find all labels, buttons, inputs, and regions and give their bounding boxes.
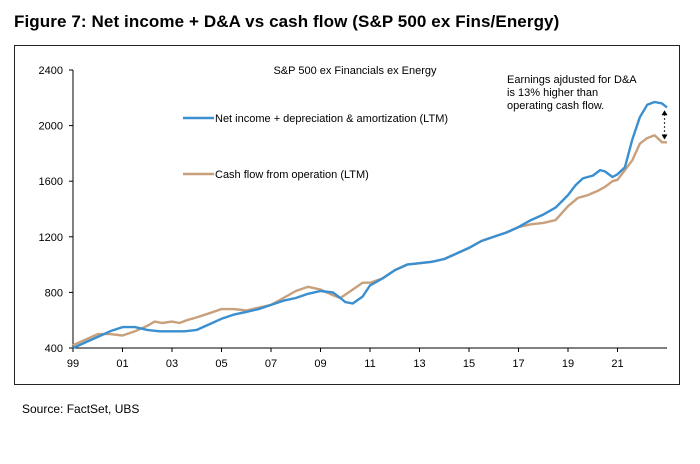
chart-title: S&P 500 ex Financials ex Energy bbox=[273, 65, 437, 77]
annotation-arrowhead-up bbox=[661, 110, 668, 116]
x-tick-label: 17 bbox=[512, 358, 524, 370]
legend-label-cash-flow: Cash flow from operation (LTM) bbox=[215, 169, 369, 181]
figure-title: Figure 7: Net income + D&A vs cash flow … bbox=[14, 12, 560, 31]
x-tick-label: 15 bbox=[463, 358, 475, 370]
series-lines bbox=[72, 100, 668, 350]
x-tick-label: 13 bbox=[413, 358, 425, 370]
y-tick-label: 800 bbox=[45, 287, 63, 299]
series-line-cash-flow bbox=[72, 134, 667, 347]
x-tick-label: 99 bbox=[67, 358, 79, 370]
line-chart: 400 800 1200 1600 2000 2400 99 01 03 05 07 09 11 13 1… bbox=[39, 65, 668, 370]
y-tick-label: 2000 bbox=[39, 121, 63, 133]
annotation-line-3: operating cash flow. bbox=[507, 100, 604, 112]
chart-frame: 400 800 1200 1600 2000 2400 99 01 03 05 07 09 11 13 1… bbox=[14, 45, 680, 385]
y-ticks: 400 800 1200 1600 2000 2400 bbox=[39, 65, 73, 355]
y-tick-label: 2400 bbox=[39, 65, 63, 77]
x-tick-label: 07 bbox=[265, 358, 277, 370]
annotation-arrowhead-down bbox=[661, 134, 668, 140]
x-tick-label: 21 bbox=[611, 358, 623, 370]
x-tick-label: 09 bbox=[314, 358, 326, 370]
x-tick-label: 01 bbox=[116, 358, 128, 370]
x-ticks: 99 01 03 05 07 09 11 13 15 17 19 21 bbox=[67, 348, 624, 370]
source-note: Source: FactSet, UBS bbox=[22, 402, 140, 416]
series-line-net-income bbox=[72, 100, 668, 350]
annotation: Earnings ajdusted for D&A is 13% higher … bbox=[507, 74, 668, 140]
legend: Net income + depreciation & amortization… bbox=[183, 113, 448, 181]
annotation-line-2: is 13% higher than bbox=[507, 87, 598, 99]
legend-label-net-income: Net income + depreciation & amortization… bbox=[215, 113, 448, 125]
x-tick-label: 19 bbox=[562, 358, 574, 370]
x-tick-label: 11 bbox=[364, 358, 375, 370]
annotation-line-1: Earnings ajdusted for D&A bbox=[507, 74, 637, 86]
x-tick-label: 05 bbox=[215, 358, 227, 370]
y-tick-label: 1600 bbox=[39, 176, 63, 188]
y-tick-label: 400 bbox=[45, 343, 63, 355]
y-tick-label: 1200 bbox=[39, 232, 63, 244]
x-tick-label: 03 bbox=[166, 358, 178, 370]
